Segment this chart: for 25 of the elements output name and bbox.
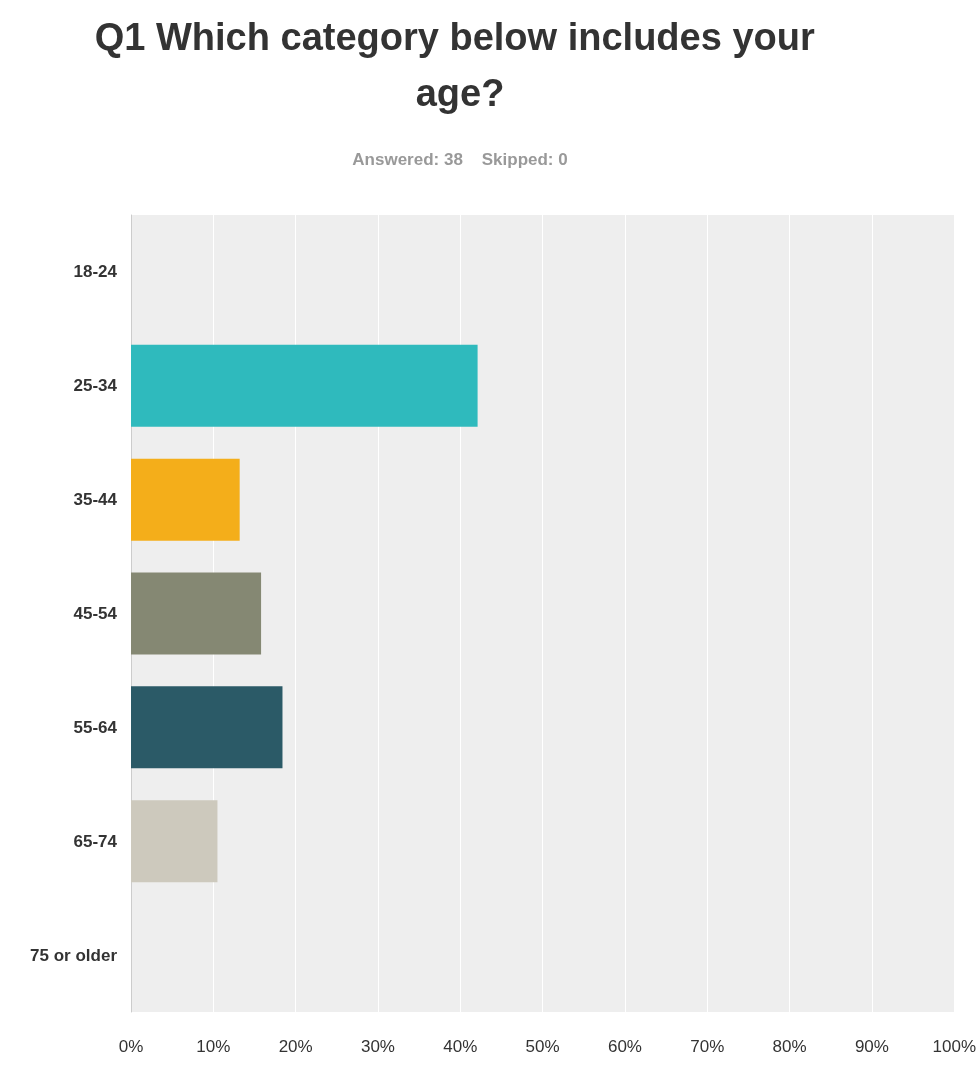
chart-subtitle: Answered: 38 Skipped: 0 <box>352 150 568 169</box>
x-tick-label: 70% <box>690 1037 725 1056</box>
y-tick-label: 18-24 <box>73 262 118 282</box>
y-tick-label: 45-54 <box>73 604 118 623</box>
y-tick-label: 55-64 <box>73 717 118 737</box>
x-tick-label: 50% <box>525 1037 560 1056</box>
y-tick-label: 65-74 <box>73 831 118 851</box>
x-tick-label: 0% <box>118 1037 144 1056</box>
x-tick-label: 90% <box>854 1037 889 1056</box>
x-tick-label: 30% <box>360 1037 395 1056</box>
x-tick-label: 40% <box>443 1037 478 1056</box>
y-tick-label: 25-34 <box>73 376 118 396</box>
bar <box>131 458 240 541</box>
y-tick-label: 35-44 <box>73 490 118 510</box>
x-tick-label: 60% <box>607 1037 642 1056</box>
bar <box>131 572 262 655</box>
bar <box>131 344 478 427</box>
chart-title: Q1 Which category below includes your age? <box>94 16 826 114</box>
x-tick-label: 10% <box>196 1037 231 1056</box>
x-tick-label: 20% <box>278 1037 313 1056</box>
bar <box>131 686 283 769</box>
bar <box>131 800 218 883</box>
x-tick-label: 100% <box>932 1037 976 1056</box>
y-tick-label: 75 or older <box>30 945 118 965</box>
x-tick-label: 80% <box>772 1037 807 1056</box>
